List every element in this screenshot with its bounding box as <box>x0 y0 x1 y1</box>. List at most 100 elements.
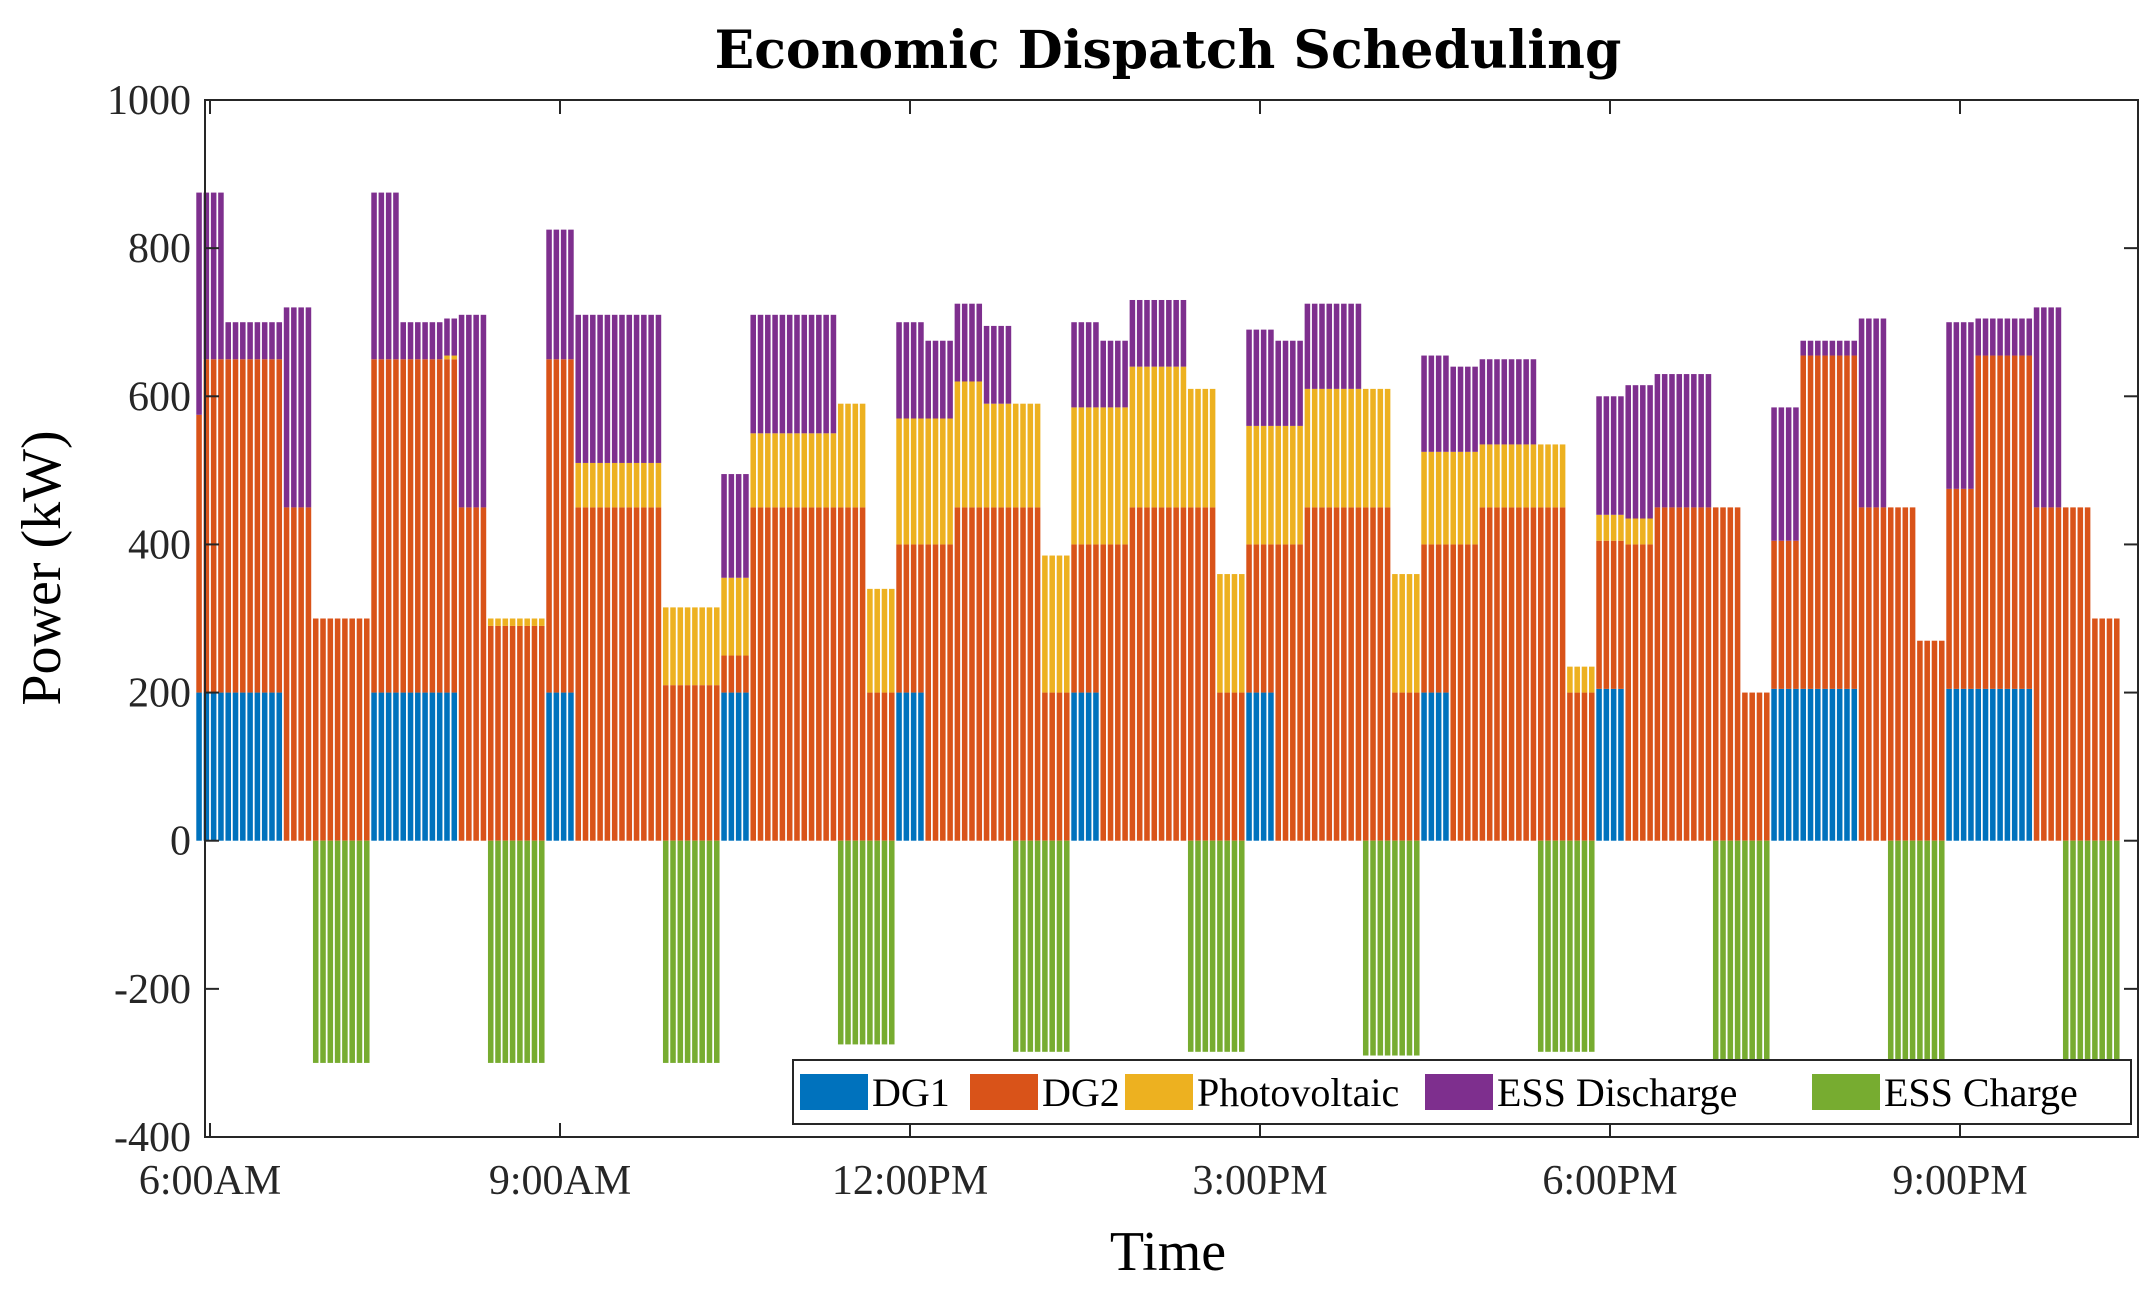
bar-ess-charge <box>349 840 355 1063</box>
bar-photovoltaic <box>932 418 939 545</box>
bar-ess-discharge <box>196 192 202 415</box>
bar-photovoltaic <box>524 618 530 626</box>
bar-dg2 <box>1640 544 1646 841</box>
bar-ess-charge <box>1559 840 1566 1052</box>
bar-photovoltaic <box>823 433 829 508</box>
bar-ess-discharge <box>728 474 735 578</box>
bar-dg1 <box>1435 692 1442 841</box>
bar-dg2 <box>1355 507 1362 841</box>
bar-dg2 <box>1742 692 1748 841</box>
bar-ess-discharge <box>1341 303 1347 389</box>
bar-photovoltaic <box>1268 425 1274 545</box>
bar-ess-discharge <box>1785 407 1792 541</box>
bar-photovoltaic <box>714 607 720 686</box>
bar-ess-discharge <box>261 322 268 360</box>
bar-ess-charge <box>1399 840 1405 1056</box>
bar-dg2 <box>998 507 1004 841</box>
bar-ess-charge <box>867 840 873 1045</box>
bar-ess-discharge <box>940 340 946 419</box>
legend-swatch <box>800 1074 868 1110</box>
bar-photovoltaic <box>699 607 705 686</box>
bar-photovoltaic <box>786 433 793 508</box>
bar-dg2 <box>1246 544 1252 693</box>
bar-ess-discharge <box>1873 318 1879 508</box>
x-tick-label: 3:00PM <box>1192 1158 1327 1204</box>
bar-photovoltaic <box>1341 388 1347 508</box>
bar-dg2 <box>1166 507 1172 841</box>
bar-dg2 <box>801 507 808 841</box>
bar-dg2 <box>845 507 851 841</box>
bar-dg2 <box>2055 507 2062 841</box>
bar-dg2 <box>735 655 742 693</box>
bar-photovoltaic <box>1508 444 1515 508</box>
bar-ess-discharge <box>218 192 224 360</box>
bar-ess-discharge <box>655 314 662 463</box>
bar-dg2 <box>837 507 844 841</box>
bar-photovoltaic <box>1129 366 1136 508</box>
legend-label: ESS Charge <box>1884 1070 2078 1115</box>
bar-photovoltaic <box>1501 444 1508 508</box>
bar-photovoltaic <box>451 355 458 360</box>
bar-ess-charge <box>662 840 669 1063</box>
bar-dg2 <box>2084 507 2091 841</box>
bar-dg2 <box>1610 540 1617 689</box>
bar-dg2 <box>1042 692 1048 841</box>
bar-photovoltaic <box>1239 574 1245 693</box>
bar-dg2 <box>692 685 698 841</box>
bar-photovoltaic <box>1326 388 1333 508</box>
y-tick-label: 200 <box>128 671 191 717</box>
bar-photovoltaic <box>1421 451 1427 545</box>
bar-photovoltaic <box>765 433 771 508</box>
bar-ess-discharge <box>210 192 217 360</box>
bar-ess-discharge <box>772 314 778 434</box>
bar-ess-charge <box>837 840 844 1045</box>
bar-ess-discharge <box>2019 318 2025 356</box>
bar-ess-discharge <box>1093 322 1099 408</box>
bar-dg2 <box>1311 507 1318 841</box>
bar-dg2 <box>896 544 902 693</box>
bar-dg2 <box>1122 544 1128 841</box>
bar-ess-discharge <box>1610 396 1617 515</box>
bar-dg1 <box>1093 692 1099 841</box>
bar-dg2 <box>757 507 764 841</box>
bar-dg2 <box>1202 507 1209 841</box>
bar-ess-charge <box>2092 840 2098 1063</box>
bar-dg2 <box>1749 692 1755 841</box>
bar-ess-charge <box>2106 840 2113 1063</box>
bar-dg2 <box>1567 692 1573 841</box>
bar-photovoltaic <box>1151 366 1158 508</box>
bar-photovoltaic <box>531 618 538 626</box>
bar-dg1 <box>1778 688 1785 841</box>
bar-photovoltaic <box>626 462 633 508</box>
bar-ess-discharge <box>1421 355 1427 452</box>
bar-ess-charge <box>1377 840 1384 1056</box>
bar-ess-charge <box>889 840 895 1045</box>
bar-dg2 <box>312 618 319 841</box>
bar-ess-charge <box>1742 840 1748 1063</box>
bar-ess-discharge <box>1428 355 1435 452</box>
bar-dg2 <box>2019 355 2025 689</box>
bar-ess-charge <box>1414 840 1420 1056</box>
bar-dg2 <box>940 544 946 841</box>
bar-dg2 <box>626 507 633 841</box>
bar-dg2 <box>1559 507 1566 841</box>
bar-photovoltaic <box>1523 444 1529 508</box>
bar-ess-discharge <box>896 322 902 419</box>
bar-ess-discharge <box>393 192 399 360</box>
bar-photovoltaic <box>1107 407 1114 545</box>
legend-label: Photovoltaic <box>1197 1070 1399 1115</box>
bar-ess-discharge <box>1836 340 1843 356</box>
bar-photovoltaic <box>1596 514 1602 541</box>
bar-ess-discharge <box>1982 318 1989 356</box>
bar-dg1 <box>378 692 385 841</box>
bar-dg1 <box>553 692 560 841</box>
bar-photovoltaic <box>487 618 494 626</box>
bar-ess-discharge <box>750 314 756 434</box>
bar-dg2 <box>225 359 231 693</box>
bar-ess-discharge <box>779 314 786 434</box>
bar-ess-discharge <box>283 307 290 508</box>
bar-dg1 <box>2011 688 2018 841</box>
y-tick-label: 800 <box>128 226 191 272</box>
bar-ess-charge <box>1202 840 1209 1052</box>
bar-photovoltaic <box>1457 451 1464 545</box>
